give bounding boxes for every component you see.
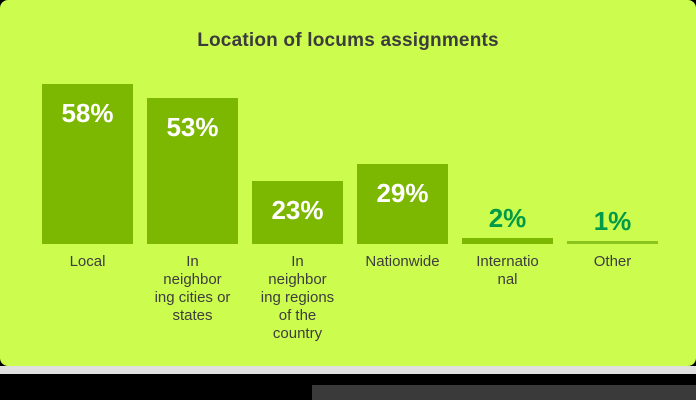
slide-edge-strip — [0, 366, 696, 374]
bar-value-label: 58% — [61, 98, 114, 128]
bar-group: 29% Nationwide — [357, 0, 448, 270]
bar-group: 58% Local — [42, 0, 133, 270]
bar-category-label: Internatio nal — [476, 253, 539, 288]
bar-category-label: In neighbor ing regions of the country — [260, 253, 335, 342]
bar-category-label: In neighbor ing cities or states — [154, 253, 231, 324]
bar-group: 1% Other — [567, 0, 658, 270]
bar-category-label: Nationwide — [365, 253, 440, 270]
video-credits-strip — [312, 385, 696, 400]
bar-value-label: 1% — [593, 206, 632, 236]
bar-group: 53% In neighbor ing cities or states — [147, 0, 238, 324]
bar — [567, 241, 658, 244]
bar-value-label: 2% — [488, 203, 527, 233]
bar-group: 23% In neighbor ing regions of the countr… — [252, 0, 343, 342]
bar-value-label: 53% — [166, 112, 219, 142]
bar: 23% — [252, 181, 343, 244]
plot-area: 58% Local 53% In neighbor ing cities or sta… — [42, 0, 658, 342]
chart-card: Location of locums assignments 58% Local 5… — [0, 0, 696, 366]
chart-title: Location of locums assignments — [197, 30, 499, 51]
bar-group: 2% Internatio nal — [462, 0, 553, 288]
bar-value-label: 23% — [271, 195, 324, 225]
bar: 29% — [357, 164, 448, 244]
bar-category-label: Other — [593, 253, 632, 270]
bar-value-label: 29% — [376, 178, 429, 208]
bar-category-label: Local — [69, 253, 106, 270]
bar — [462, 238, 553, 244]
bar: 58% — [42, 84, 133, 244]
bar: 53% — [147, 98, 238, 244]
